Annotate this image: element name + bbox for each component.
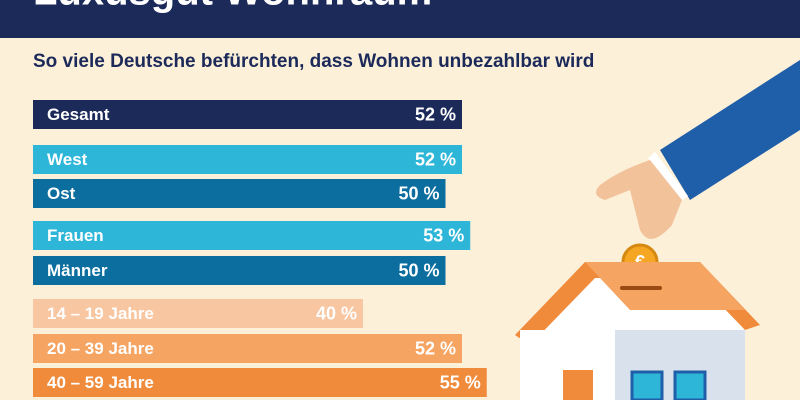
value-label: 50 %: [398, 260, 439, 280]
value-label: 55 %: [440, 372, 481, 392]
category-label: Gesamt: [47, 105, 110, 124]
bar: [33, 145, 462, 174]
bar: [33, 368, 487, 397]
illustration: €: [515, 60, 800, 400]
bar: [33, 256, 446, 285]
header-title: Luxusgut Wohnraum: [33, 0, 432, 14]
value-label: 53 %: [423, 225, 464, 245]
category-label: Ost: [47, 184, 76, 203]
value-label: 52 %: [415, 338, 456, 358]
value-label: 40 %: [316, 303, 357, 323]
header-band: [0, 0, 800, 38]
category-label: Männer: [47, 261, 108, 280]
bar: [33, 299, 363, 328]
svg-text:€: €: [635, 252, 645, 272]
bar: [33, 334, 462, 363]
category-label: West: [47, 150, 88, 169]
value-label: 50 %: [398, 183, 439, 203]
value-label: 52 %: [415, 149, 456, 169]
category-label: 20 – 39 Jahre: [47, 339, 154, 358]
category-label: Frauen: [47, 226, 104, 245]
bar: [33, 179, 446, 208]
subtitle: So viele Deutsche befürchten, dass Wohne…: [33, 51, 594, 72]
category-label: 14 – 19 Jahre: [47, 304, 154, 323]
category-label: 40 – 59 Jahre: [47, 373, 154, 392]
bar: [33, 100, 462, 129]
bar: [33, 221, 471, 250]
value-label: 52 %: [415, 104, 456, 124]
